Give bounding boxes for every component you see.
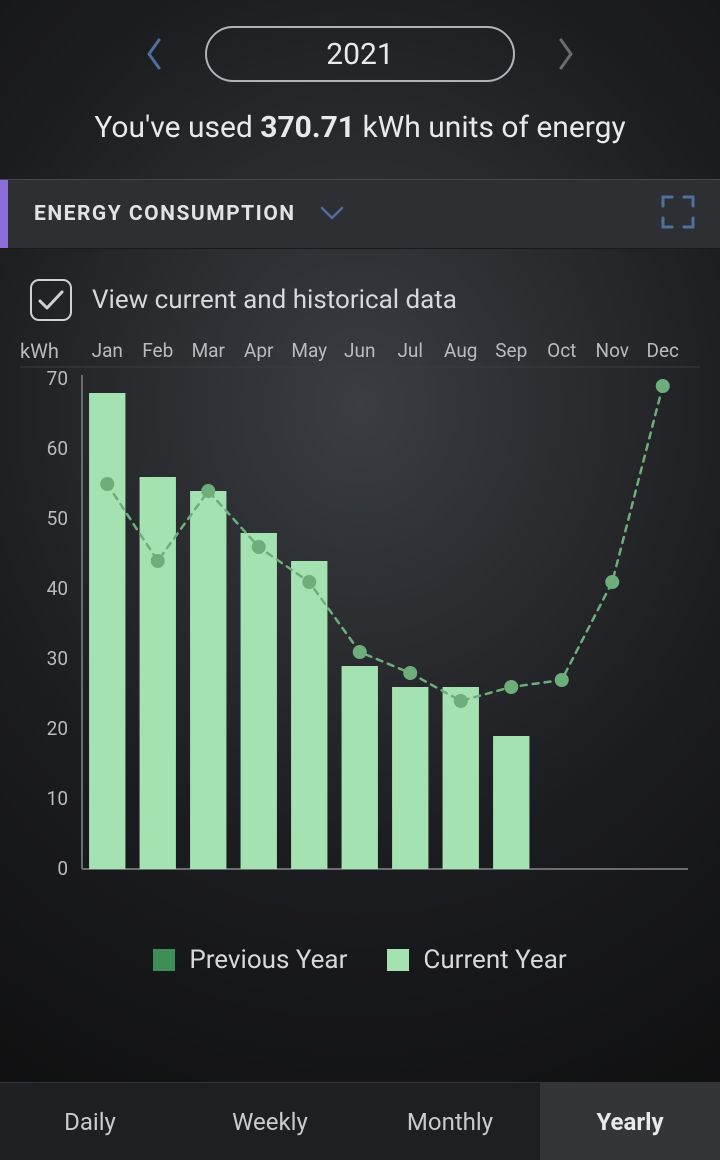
tab-weekly[interactable]: Weekly xyxy=(180,1083,360,1160)
svg-text:70: 70 xyxy=(47,367,68,390)
svg-text:Jul: Jul xyxy=(397,339,423,362)
tab-yearly[interactable]: Yearly xyxy=(540,1083,720,1160)
next-year-button[interactable] xyxy=(551,34,581,74)
historical-checkbox[interactable] xyxy=(30,279,72,321)
svg-text:10: 10 xyxy=(47,787,68,810)
svg-text:Apr: Apr xyxy=(244,339,274,362)
svg-text:0: 0 xyxy=(57,857,68,880)
period-tabs: DailyWeeklyMonthlyYearly xyxy=(0,1082,720,1160)
svg-text:40: 40 xyxy=(47,577,68,600)
legend-swatch-previous xyxy=(153,949,175,971)
svg-text:50: 50 xyxy=(47,507,68,530)
svg-text:Feb: Feb xyxy=(142,339,173,362)
legend-label-previous: Previous Year xyxy=(189,945,347,975)
svg-text:Nov: Nov xyxy=(596,339,629,362)
summary-value: 370.71 xyxy=(260,110,355,145)
svg-text:Mar: Mar xyxy=(192,339,226,362)
year-selector[interactable]: 2021 xyxy=(205,26,515,82)
svg-text:Sep: Sep xyxy=(495,339,527,362)
section-header: ENERGY CONSUMPTION xyxy=(0,179,720,249)
tab-daily[interactable]: Daily xyxy=(0,1083,180,1160)
svg-text:Aug: Aug xyxy=(444,339,477,362)
svg-text:30: 30 xyxy=(47,647,68,670)
energy-chart: Jan Feb Mar Apr May Jun Jul Aug Sep Oct Nov Dec 0 10 2… xyxy=(20,339,700,919)
year-value: 2021 xyxy=(326,37,393,72)
tab-monthly[interactable]: Monthly xyxy=(360,1083,540,1160)
section-title: ENERGY CONSUMPTION xyxy=(34,202,296,226)
chart-legend: Previous Year Current Year xyxy=(0,945,720,975)
historical-checkbox-label: View current and historical data xyxy=(92,285,457,315)
legend-swatch-current xyxy=(387,949,409,971)
summary-prefix: You've used xyxy=(94,110,260,145)
usage-summary: You've used 370.71 kWh units of energy xyxy=(0,110,720,145)
svg-text:Jun: Jun xyxy=(344,339,375,362)
section-dropdown[interactable] xyxy=(320,205,344,224)
svg-text:Jan: Jan xyxy=(92,339,123,362)
svg-text:Dec: Dec xyxy=(647,339,680,362)
svg-text:Oct: Oct xyxy=(547,339,576,362)
svg-text:May: May xyxy=(291,339,327,362)
chart-unit-label: kWh xyxy=(20,339,59,363)
fullscreen-button[interactable] xyxy=(660,194,696,234)
summary-suffix: kWh units of energy xyxy=(355,110,626,145)
svg-text:20: 20 xyxy=(47,717,68,740)
prev-year-button[interactable] xyxy=(139,34,169,74)
legend-label-current: Current Year xyxy=(423,945,566,975)
section-accent xyxy=(0,180,8,248)
svg-text:60: 60 xyxy=(47,437,68,460)
